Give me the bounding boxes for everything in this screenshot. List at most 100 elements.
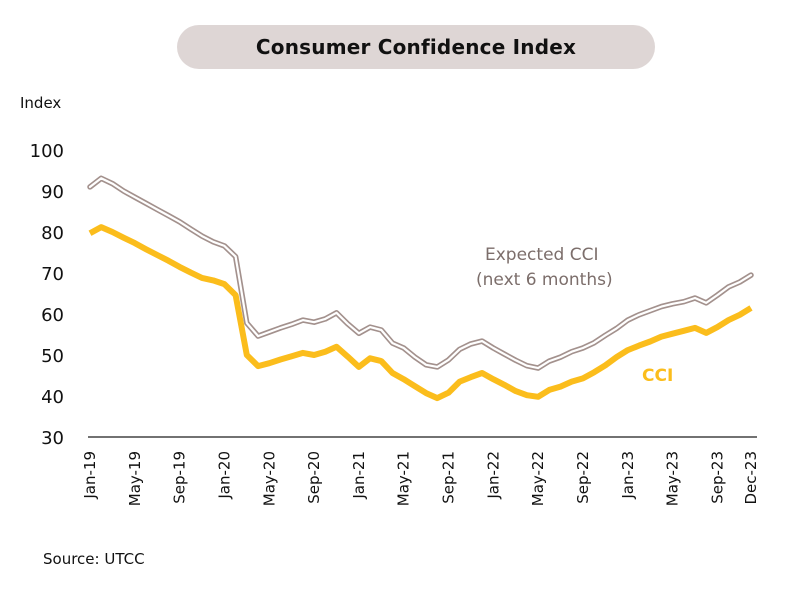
x-tick-label: Sep-21 bbox=[440, 451, 458, 504]
data-point-expected-cci bbox=[211, 240, 215, 244]
data-point-expected-cci bbox=[323, 317, 327, 321]
annotation-cci: CCI bbox=[642, 366, 673, 386]
data-point-expected-cci bbox=[166, 214, 170, 218]
data-point-cci bbox=[368, 356, 372, 360]
data-point-cci bbox=[749, 306, 753, 310]
data-point-cci bbox=[334, 345, 338, 349]
data-point-cci bbox=[189, 271, 193, 275]
data-point-cci bbox=[144, 247, 148, 251]
data-point-expected-cci bbox=[704, 301, 708, 305]
data-point-expected-cci bbox=[346, 322, 350, 326]
y-tick-label: 30 bbox=[41, 428, 64, 449]
data-point-cci bbox=[626, 348, 630, 352]
data-point-cci bbox=[88, 231, 92, 235]
data-point-expected-cci bbox=[637, 313, 641, 317]
data-point-expected-cci bbox=[682, 300, 686, 304]
data-point-cci bbox=[469, 375, 473, 379]
data-point-cci bbox=[390, 371, 394, 375]
data-point-expected-cci bbox=[447, 358, 451, 362]
chart-title-pill: Consumer Confidence Index bbox=[177, 25, 655, 69]
y-tick-label: 50 bbox=[41, 346, 64, 367]
data-point-expected-cci bbox=[435, 365, 439, 369]
data-point-cci bbox=[671, 332, 675, 336]
data-point-expected-cci bbox=[581, 346, 585, 350]
series-line-cci bbox=[88, 224, 753, 402]
data-point-cci bbox=[659, 335, 663, 339]
data-point-expected-cci bbox=[469, 342, 473, 346]
data-point-expected-cci bbox=[480, 339, 484, 343]
data-point-cci bbox=[458, 380, 462, 384]
data-point-cci bbox=[491, 377, 495, 381]
data-point-cci bbox=[357, 365, 361, 369]
data-point-cci bbox=[727, 318, 731, 322]
data-point-expected-cci bbox=[122, 189, 126, 193]
data-point-expected-cci bbox=[413, 355, 417, 359]
x-tick-label: Jan-19 bbox=[81, 451, 99, 500]
annotation-expected-line1: Expected CCI bbox=[485, 245, 598, 265]
data-point-cci bbox=[615, 355, 619, 359]
data-point-cci bbox=[200, 276, 204, 280]
data-point-expected-cci bbox=[727, 285, 731, 289]
data-point-expected-cci bbox=[267, 330, 271, 334]
data-point-expected-cci bbox=[290, 322, 294, 326]
data-point-expected-cci bbox=[615, 326, 619, 330]
data-point-cci bbox=[525, 393, 529, 397]
x-tick-label: Jan-22 bbox=[484, 451, 502, 500]
data-point-cci bbox=[256, 364, 260, 368]
data-point-expected-cci bbox=[88, 185, 92, 189]
data-point-cci bbox=[402, 377, 406, 381]
data-point-cci bbox=[435, 396, 439, 400]
data-point-expected-cci bbox=[379, 328, 383, 332]
data-point-expected-cci bbox=[234, 255, 238, 259]
data-point-expected-cci bbox=[144, 201, 148, 205]
data-point-cci bbox=[603, 363, 607, 367]
data-point-expected-cci bbox=[715, 293, 719, 297]
data-point-expected-cci bbox=[301, 318, 305, 322]
series-line-expected-cci bbox=[88, 177, 753, 370]
data-point-cci bbox=[290, 354, 294, 358]
data-point-cci bbox=[536, 395, 540, 399]
data-point-cci bbox=[155, 253, 159, 257]
data-point-expected-cci bbox=[402, 346, 406, 350]
data-point-cci bbox=[178, 265, 182, 269]
data-point-expected-cci bbox=[256, 334, 260, 338]
y-tick-label: 70 bbox=[41, 264, 64, 285]
x-axis-ticks: Jan-19 May-19 Sep-19 Jan-20 May-20 Sep-20 Jan-… bbox=[81, 451, 760, 506]
data-point-expected-cci bbox=[390, 341, 394, 345]
x-tick-label: May-23 bbox=[664, 451, 682, 506]
data-point-expected-cci bbox=[245, 321, 249, 325]
data-point-cci bbox=[514, 389, 518, 393]
y-tick-label: 60 bbox=[41, 305, 64, 326]
y-tick-label: 90 bbox=[41, 182, 64, 203]
data-point-expected-cci bbox=[547, 359, 551, 363]
data-point-cci bbox=[637, 344, 641, 348]
data-point-expected-cci bbox=[570, 350, 574, 354]
data-point-expected-cci bbox=[738, 280, 742, 284]
data-point-cci bbox=[648, 339, 652, 343]
data-point-cci bbox=[267, 361, 271, 365]
data-point-cci bbox=[503, 383, 507, 387]
chart-title: Consumer Confidence Index bbox=[255, 35, 577, 59]
data-point-cci bbox=[346, 355, 350, 359]
data-point-expected-cci bbox=[514, 358, 518, 362]
data-point-cci bbox=[559, 385, 563, 389]
data-point-cci bbox=[99, 225, 103, 229]
data-point-cci bbox=[424, 391, 428, 395]
data-point-expected-cci bbox=[592, 341, 596, 345]
data-point-cci bbox=[480, 371, 484, 375]
data-point-expected-cci bbox=[525, 364, 529, 368]
data-point-expected-cci bbox=[424, 363, 428, 367]
data-point-cci bbox=[447, 391, 451, 395]
data-point-expected-cci bbox=[626, 318, 630, 322]
x-tick-label: May-22 bbox=[529, 451, 547, 506]
series-layer bbox=[87, 175, 754, 402]
data-point-expected-cci bbox=[671, 302, 675, 306]
data-point-cci bbox=[245, 353, 249, 357]
data-point-expected-cci bbox=[648, 309, 652, 313]
data-point-expected-cci bbox=[693, 296, 697, 300]
data-point-cci bbox=[738, 313, 742, 317]
data-point-cci bbox=[581, 376, 585, 380]
data-point-cci bbox=[278, 358, 282, 362]
y-tick-label: 40 bbox=[41, 387, 64, 408]
y-tick-label: 100 bbox=[30, 141, 64, 162]
